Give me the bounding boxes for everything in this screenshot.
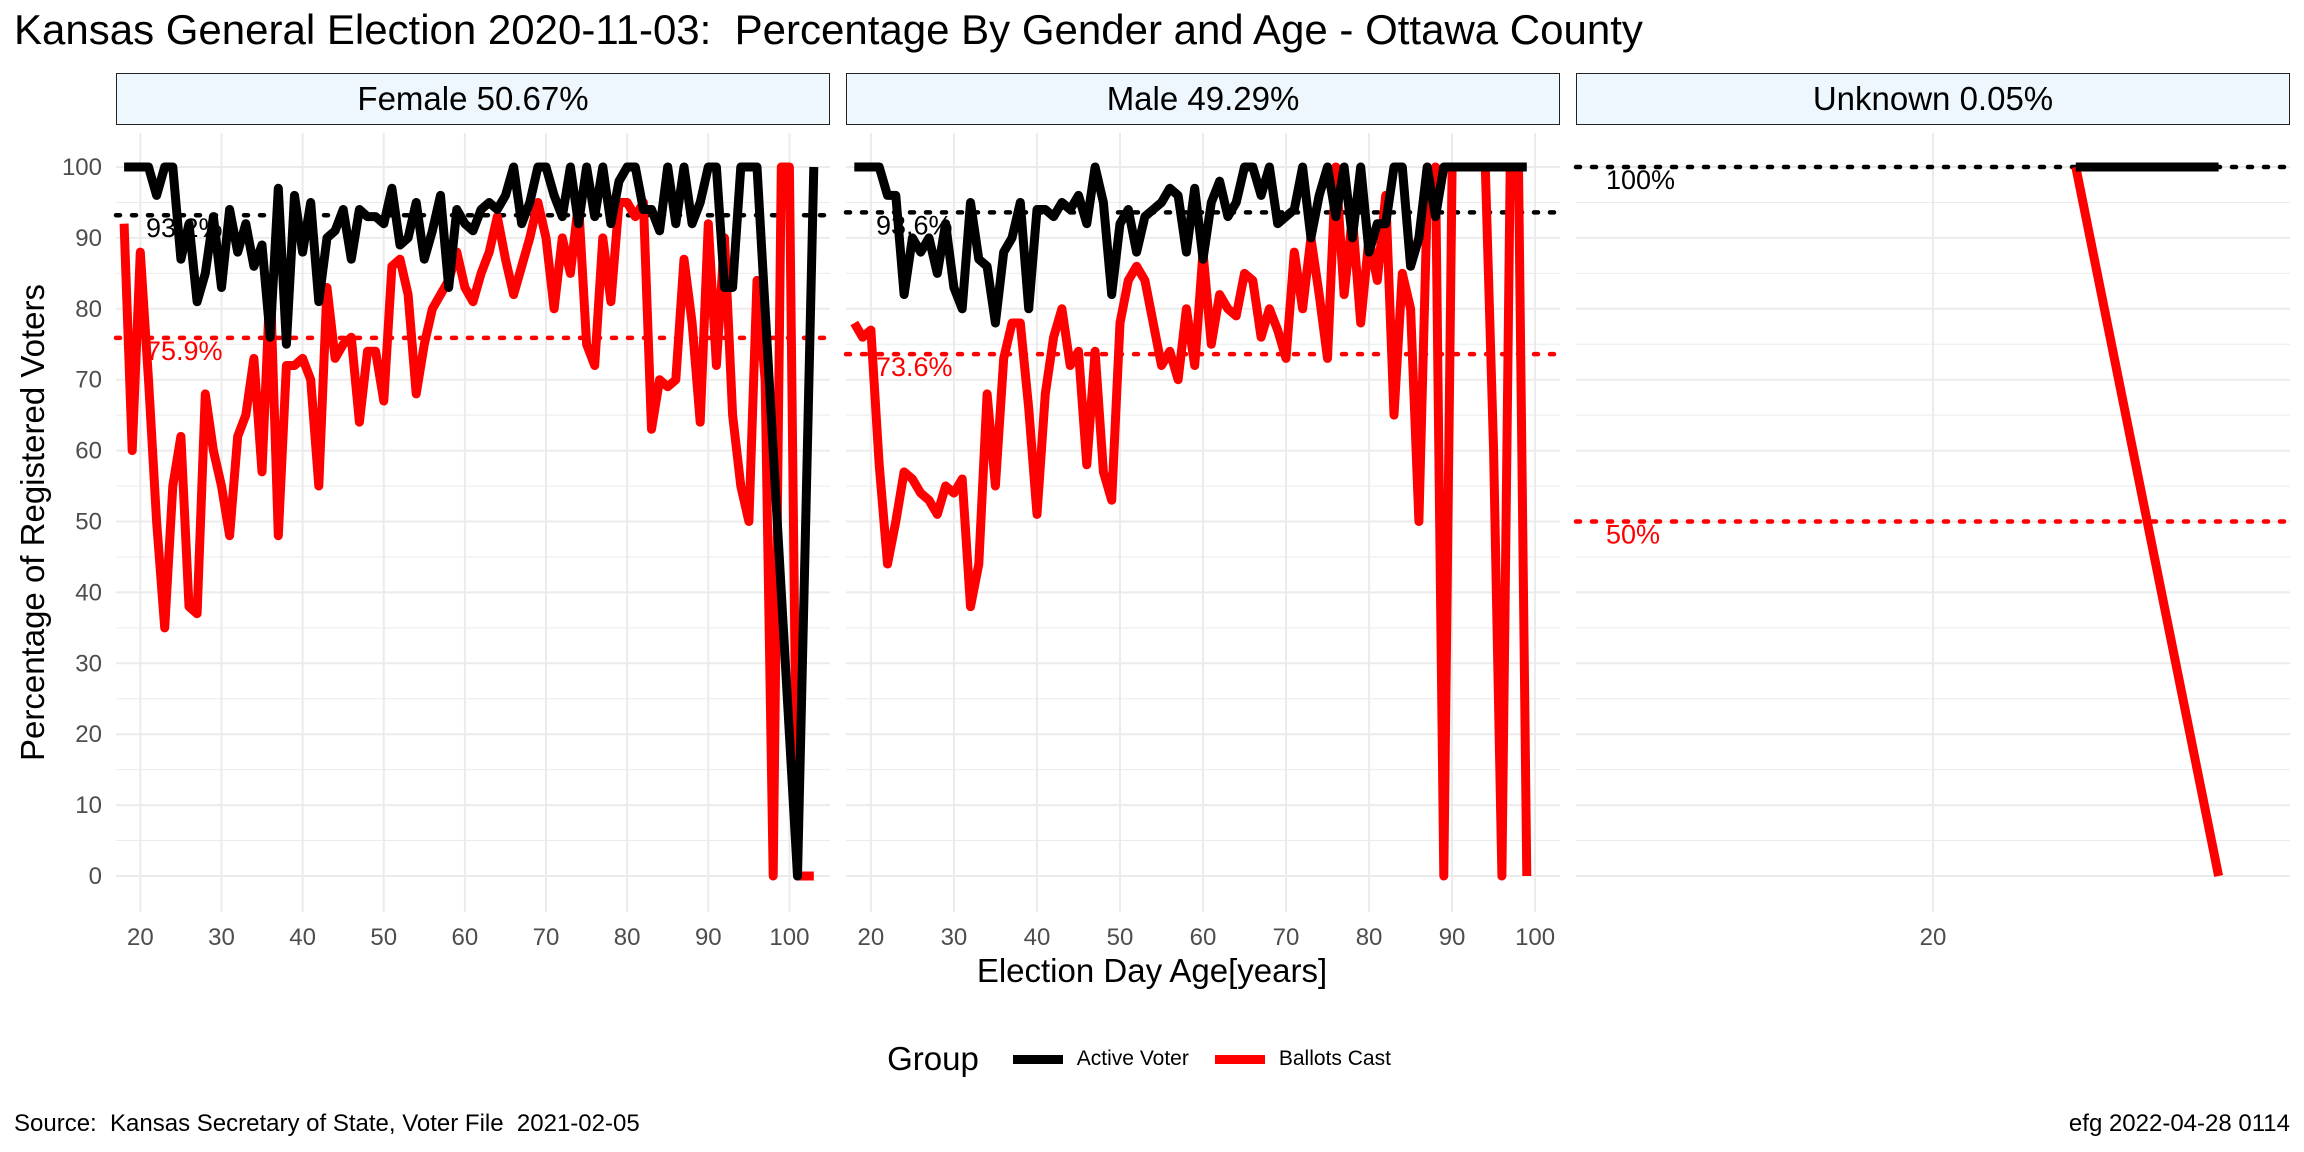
y-tick-label: 50 — [75, 509, 102, 536]
x-tick-label: 100 — [769, 924, 809, 951]
series-line-active-voter — [124, 162, 819, 881]
series-line-ballots-cast — [2071, 166, 2224, 877]
legend: Group Active Voter Ballots Cast — [0, 1040, 2304, 1078]
y-tick-label: 80 — [75, 296, 102, 323]
facet-strip-female: Female 50.67% — [116, 73, 830, 125]
legend-label-ballots-cast: Ballots Cast — [1278, 1047, 1391, 1070]
y-tick-label: 60 — [75, 438, 102, 465]
legend-swatch-ballots-cast — [1214, 1054, 1265, 1064]
x-tick-label: 100 — [1515, 924, 1555, 951]
legend-title: Group — [887, 1040, 979, 1077]
x-tick-label: 90 — [695, 924, 722, 951]
x-tick-label: 50 — [1107, 924, 1134, 951]
y-tick-label: 20 — [75, 721, 102, 748]
legend-swatch-active-voter — [1012, 1054, 1063, 1064]
x-tick-label: 80 — [1356, 924, 1383, 951]
reference-label-ballots-cast: 50% — [1606, 520, 1660, 550]
reference-label-ballots-cast: 75.9% — [146, 336, 223, 366]
x-axis-label: Election Day Age[years] — [976, 952, 1328, 989]
legend-label-active-voter: Active Voter — [1076, 1047, 1189, 1070]
x-tick-label: 30 — [208, 924, 235, 951]
y-tick-label: 100 — [62, 154, 102, 181]
y-tick-label: 30 — [75, 650, 102, 677]
reference-label-ballots-cast: 73.6% — [876, 352, 953, 382]
legend-item-active-voter: Active Voter — [1012, 1047, 1189, 1071]
x-tick-label: 40 — [289, 924, 316, 951]
y-tick-label: 0 — [89, 863, 102, 890]
chart-title: Kansas General Election 2020-11-03: Perc… — [14, 6, 1643, 53]
y-tick-label: 90 — [75, 225, 102, 252]
source-caption: Source: Kansas Secretary of State, Voter… — [14, 1110, 640, 1137]
legend-item-ballots-cast: Ballots Cast — [1214, 1047, 1391, 1071]
timestamp-caption: efg 2022-04-28 0114 — [2068, 1110, 2290, 1137]
x-tick-label: 90 — [1439, 924, 1466, 951]
reference-label-active-voter: 100% — [1606, 165, 1675, 195]
series-line-active-voter — [854, 162, 1527, 328]
x-tick-label: 50 — [370, 924, 397, 951]
x-tick-label: 20 — [858, 924, 885, 951]
y-tick-label: 70 — [75, 367, 102, 394]
y-tick-label: 10 — [75, 792, 102, 819]
x-tick-label: 70 — [533, 924, 560, 951]
facet-strip-unknown: Unknown 0.05% — [1576, 73, 2290, 125]
series-line-ballots-cast — [119, 162, 814, 881]
x-tick-label: 60 — [1190, 924, 1217, 951]
x-tick-label: 20 — [127, 924, 154, 951]
series-line-ballots-cast — [850, 162, 1532, 881]
y-tick-label: 40 — [75, 579, 102, 606]
x-tick-label: 80 — [614, 924, 641, 951]
x-tick-label: 40 — [1024, 924, 1051, 951]
x-tick-label: 30 — [941, 924, 968, 951]
x-tick-label: 70 — [1273, 924, 1300, 951]
y-axis-label-text: Percentage of Registered Voters — [14, 284, 51, 761]
x-tick-label: 60 — [452, 924, 479, 951]
x-tick-label: 20 — [1920, 924, 1947, 951]
facet-strip-male: Male 49.29% — [846, 73, 1560, 125]
facet-panel-2: 20 100% 50% — [1573, 133, 2293, 951]
